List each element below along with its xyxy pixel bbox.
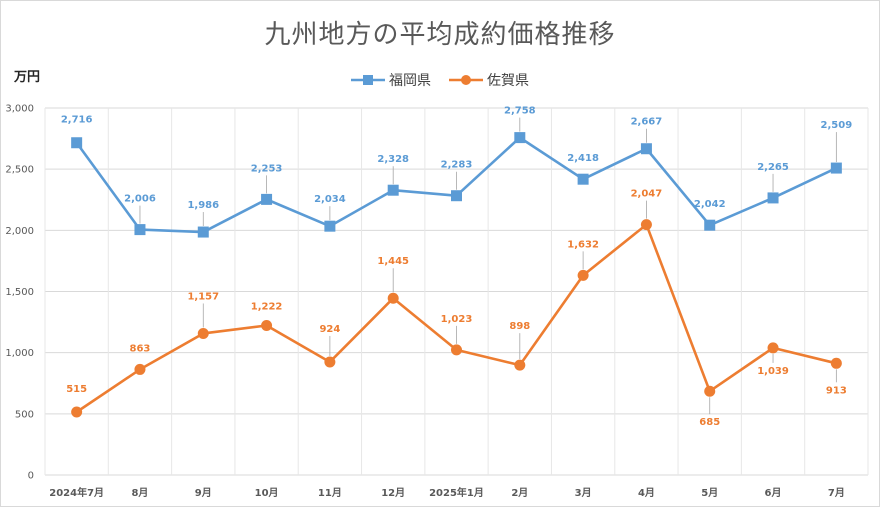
data-label: 1,222 xyxy=(251,302,283,313)
x-tick-label: 11月 xyxy=(318,487,342,499)
legend-item-fukuoka: 福岡県 xyxy=(351,70,431,90)
legend-marker-saga-icon xyxy=(449,75,483,85)
data-point-saga xyxy=(830,357,842,369)
data-point-saga xyxy=(71,406,83,418)
data-point-fukuoka xyxy=(261,193,273,205)
data-label: 2,006 xyxy=(124,194,156,205)
data-label: 1,986 xyxy=(187,200,219,211)
x-tick-label: 4月 xyxy=(638,487,655,499)
x-axis: 2024年7月 8月 9月 10月 11月 12月 2025年1月 2月 3月 4月 5月 6月 7月 xyxy=(49,486,845,499)
data-label: 863 xyxy=(130,343,151,354)
x-tick-label: 12月 xyxy=(381,487,405,499)
data-label: 515 xyxy=(66,384,87,395)
data-label: 1,157 xyxy=(187,291,219,302)
data-point-saga xyxy=(387,292,399,304)
data-point-fukuoka xyxy=(197,226,209,238)
data-point-fukuoka xyxy=(704,219,716,231)
x-tick-label: 8月 xyxy=(131,487,148,499)
data-label: 2,716 xyxy=(61,115,93,126)
y-axis-unit-label: 万円 xyxy=(14,70,41,85)
legend-item-saga: 佐賀県 xyxy=(449,70,529,90)
data-point-saga xyxy=(514,359,526,371)
data-point-fukuoka xyxy=(767,192,779,204)
y-tick-label: 1,500 xyxy=(5,287,34,298)
data-point-fukuoka xyxy=(577,173,589,185)
data-point-saga xyxy=(577,269,589,281)
x-tick-label: 5月 xyxy=(701,487,718,499)
gridlines xyxy=(44,107,869,476)
data-label: 2,253 xyxy=(251,163,283,174)
data-label: 924 xyxy=(319,324,340,335)
x-tick-label: 7月 xyxy=(828,487,845,499)
y-tick-label: 1,000 xyxy=(5,348,34,359)
y-tick-label: 2,000 xyxy=(5,226,34,237)
data-label: 2,328 xyxy=(377,154,409,165)
data-point-saga xyxy=(197,327,209,339)
data-label: 2,034 xyxy=(314,194,346,205)
data-point-saga xyxy=(134,363,146,375)
data-point-fukuoka xyxy=(387,184,399,196)
x-tick-label: 9月 xyxy=(195,487,212,499)
data-point-saga xyxy=(767,342,779,354)
data-label: 2,047 xyxy=(631,189,663,200)
y-tick-label: 2,500 xyxy=(5,165,34,176)
data-point-saga xyxy=(261,320,273,332)
x-tick-label: 2024年7月 xyxy=(49,486,104,499)
series-layer: 2,716 2,006 1,986 2,253 2,034 2,328 2,283 2,758… xyxy=(61,106,852,429)
data-label: 1,632 xyxy=(567,239,599,250)
data-point-saga xyxy=(451,344,462,356)
legend: 福岡県 佐賀県 xyxy=(0,70,880,90)
x-tick-label: 3月 xyxy=(575,487,592,499)
data-point-fukuoka xyxy=(830,162,842,174)
y-tick-label: 3,000 xyxy=(5,104,34,115)
data-point-fukuoka xyxy=(324,220,336,232)
x-tick-label: 2025年1月 xyxy=(429,486,484,499)
data-label: 2,042 xyxy=(694,199,726,210)
data-point-fukuoka xyxy=(640,143,652,155)
x-tick-label: 2月 xyxy=(511,487,528,499)
data-label: 898 xyxy=(509,321,530,332)
data-label: 2,758 xyxy=(504,106,536,117)
legend-marker-fukuoka-icon xyxy=(351,75,385,85)
y-tick-label: 0 xyxy=(28,471,34,482)
data-point-fukuoka xyxy=(134,224,146,236)
y-axis: 0 500 1,000 1,500 2,000 2,500 3,000 xyxy=(5,104,34,482)
data-label: 1,039 xyxy=(757,366,789,377)
data-label: 2,283 xyxy=(441,160,473,171)
data-label: 2,667 xyxy=(631,117,663,128)
data-point-saga xyxy=(640,219,652,231)
data-point-fukuoka xyxy=(451,190,462,202)
chart-title: 九州地方の平均成約価格推移 xyxy=(264,20,616,50)
data-label: 1,023 xyxy=(441,314,473,325)
data-point-saga xyxy=(324,356,336,368)
data-label: 685 xyxy=(699,417,720,428)
data-label: 2,265 xyxy=(757,162,789,173)
data-label: 913 xyxy=(826,385,847,396)
legend-label-saga: 佐賀県 xyxy=(487,73,529,89)
legend-label-fukuoka: 福岡県 xyxy=(389,73,431,89)
data-point-fukuoka xyxy=(514,132,526,144)
data-label: 2,418 xyxy=(567,153,599,164)
data-point-fukuoka xyxy=(71,137,83,149)
data-label: 1,445 xyxy=(377,256,409,267)
data-point-saga xyxy=(704,385,716,397)
data-label: 2,509 xyxy=(821,120,853,131)
x-tick-label: 10月 xyxy=(255,487,279,499)
y-tick-label: 500 xyxy=(15,409,34,420)
x-tick-label: 6月 xyxy=(765,487,782,499)
